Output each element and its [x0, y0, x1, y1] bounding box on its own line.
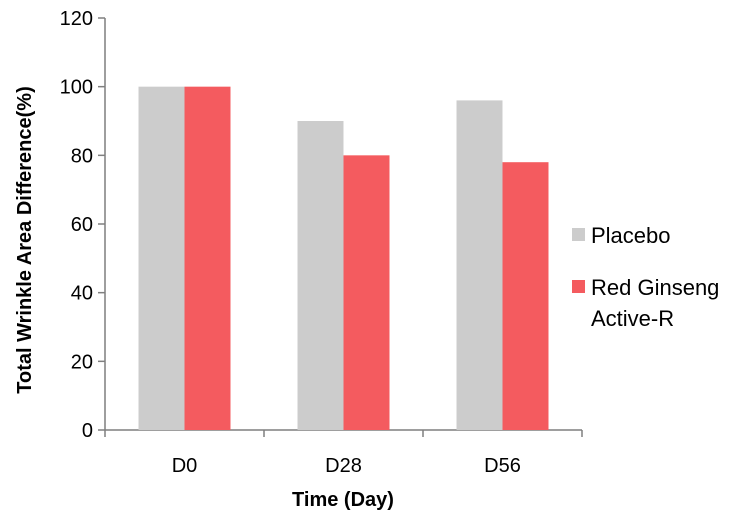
bars: [138, 86, 549, 431]
legend-swatch: [572, 280, 585, 293]
legend-label: Red Ginseng: [591, 275, 719, 300]
legend: Placebo Red Ginseng Active-R: [572, 223, 719, 331]
y-tick-label: 80: [71, 145, 93, 167]
x-tick-label: D56: [484, 455, 521, 477]
legend-label: Active-R: [591, 306, 674, 331]
legend-swatch: [572, 228, 585, 241]
x-axis-title: Time (Day): [292, 489, 394, 511]
x-tick-label: D0: [172, 455, 198, 477]
bar-placebo-d0: [138, 86, 185, 431]
bar-red-ginseng-active-r-d28: [343, 155, 390, 431]
y-tick-label: 100: [60, 77, 93, 99]
y-tick-label: 60: [71, 214, 93, 236]
bar-red-ginseng-active-r-d0: [184, 86, 231, 431]
y-tick-label: 120: [60, 8, 93, 30]
bar-placebo-d56: [456, 100, 503, 431]
legend-label: Placebo: [591, 223, 671, 248]
y-axis: 0 20 40 60 80 100 120: [60, 8, 106, 442]
y-tick-label: 20: [71, 351, 93, 373]
x-axis: D0 D28 D56: [104, 429, 583, 477]
y-tick-label: 0: [82, 420, 93, 442]
bar-red-ginseng-active-r-d56: [502, 162, 549, 430]
y-tick-label: 40: [71, 283, 93, 305]
bar-placebo-d28: [297, 121, 344, 430]
y-axis-title: Total Wrinkle Area Difference(%): [14, 86, 36, 393]
x-tick-label: D28: [325, 455, 362, 477]
